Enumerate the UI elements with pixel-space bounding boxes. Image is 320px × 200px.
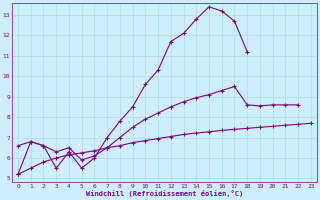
X-axis label: Windchill (Refroidissement éolien,°C): Windchill (Refroidissement éolien,°C): [86, 190, 243, 197]
